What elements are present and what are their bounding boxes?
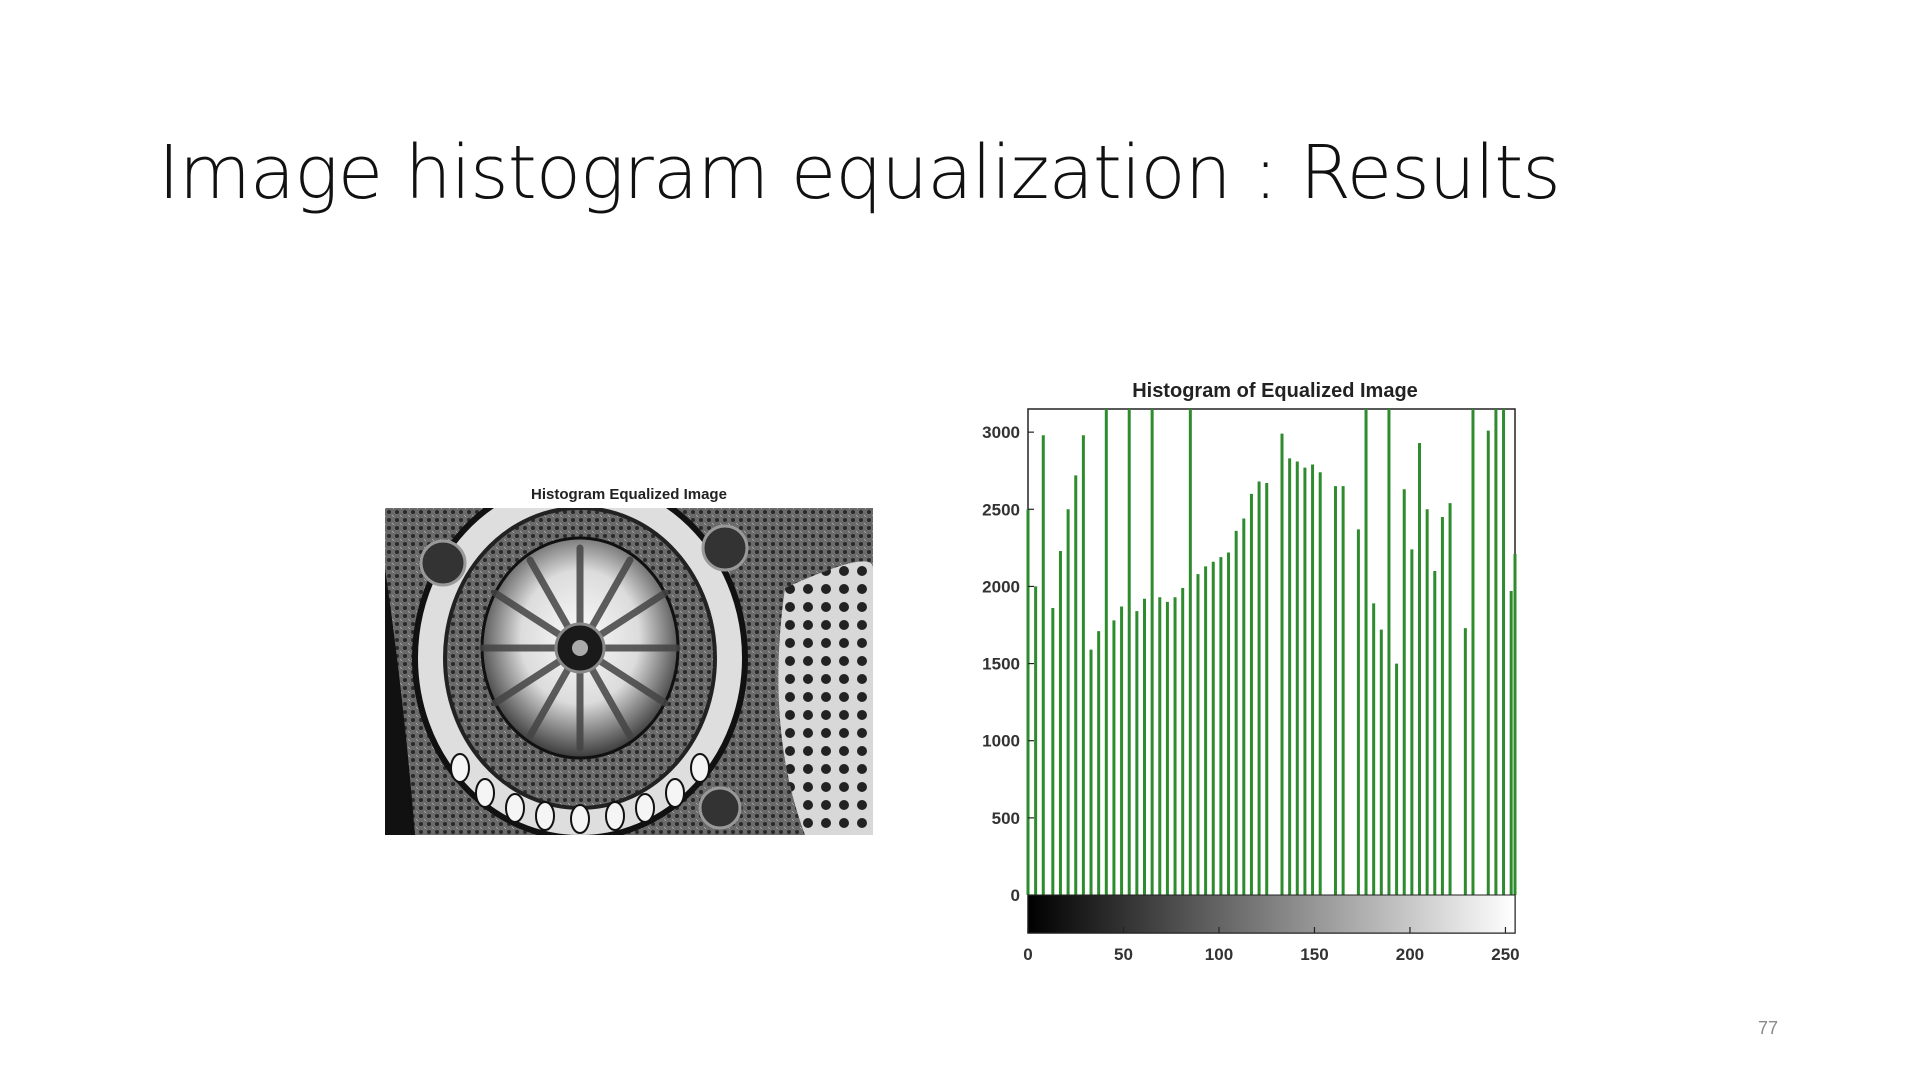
x-tick-label: 50	[1114, 945, 1133, 964]
x-tick-label: 0	[1023, 945, 1032, 964]
x-tick-label: 250	[1491, 945, 1519, 964]
chart-title: Histogram of Equalized Image	[1132, 380, 1418, 402]
equalized-dome-photo	[385, 508, 873, 835]
page-number: 77	[1757, 1018, 1778, 1038]
y-axis-ticks: 0 500 1000 1500 2000 2500 3000	[982, 423, 1034, 905]
y-tick-label: 0	[1011, 886, 1020, 905]
histogram-bars	[1026, 409, 1517, 895]
y-tick-label: 1500	[982, 655, 1020, 674]
y-tick-label: 3000	[982, 423, 1020, 442]
x-tick-label: 200	[1396, 945, 1424, 964]
x-tick-label: 150	[1300, 945, 1328, 964]
y-tick-label: 500	[992, 809, 1020, 828]
x-tick-label: 100	[1205, 945, 1233, 964]
y-tick-label: 1000	[982, 732, 1020, 751]
y-tick-label: 2500	[982, 500, 1020, 519]
histogram-chart: Histogram of Equalized Image 05001000150…	[982, 380, 1520, 964]
x-axis-ticks: 0 50 100 150 200 250	[1023, 927, 1520, 964]
grayscale-colorbar	[1027, 894, 1516, 934]
image-title: Histogram Equalized Image	[531, 486, 727, 503]
y-tick-label: 2000	[982, 577, 1020, 596]
colorbar-gradient	[1027, 894, 1516, 934]
slide-title: Image histogram equalization : Results	[158, 130, 1561, 216]
